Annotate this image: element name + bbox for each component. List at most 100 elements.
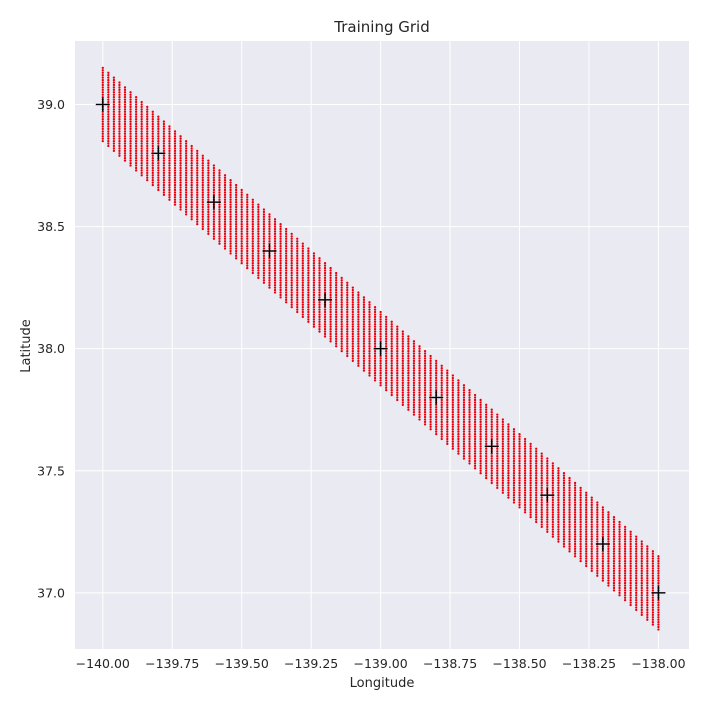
training-point xyxy=(196,205,199,209)
training-point xyxy=(457,420,460,424)
training-point xyxy=(129,115,132,118)
training-point xyxy=(557,484,560,487)
training-point xyxy=(551,479,555,482)
training-point xyxy=(596,533,599,536)
training-point xyxy=(368,362,371,365)
training-point xyxy=(646,572,649,575)
training-point xyxy=(173,130,177,133)
training-point xyxy=(312,313,316,316)
training-point xyxy=(240,247,243,250)
training-point xyxy=(335,327,338,331)
training-point xyxy=(462,413,466,416)
training-point xyxy=(262,247,266,250)
training-point xyxy=(351,313,354,316)
training-point xyxy=(229,225,232,228)
training-point xyxy=(446,371,449,375)
training-point xyxy=(201,210,204,214)
training-point xyxy=(179,183,182,187)
training-point xyxy=(535,479,538,482)
training-point xyxy=(651,623,655,626)
training-point xyxy=(207,176,210,179)
training-point xyxy=(479,403,482,406)
training-point xyxy=(284,276,288,280)
training-point xyxy=(273,271,277,275)
training-point xyxy=(568,479,571,482)
training-point xyxy=(390,340,393,343)
training-point xyxy=(462,423,466,426)
training-point xyxy=(140,161,143,165)
training-point xyxy=(240,201,243,204)
training-point xyxy=(646,552,649,555)
training-point xyxy=(307,318,310,321)
training-point xyxy=(351,301,354,304)
training-point xyxy=(651,574,655,577)
training-point xyxy=(646,586,649,590)
training-point xyxy=(179,147,182,150)
training-point xyxy=(112,122,116,126)
training-point xyxy=(412,374,416,377)
training-point xyxy=(140,132,143,135)
training-point xyxy=(635,547,638,551)
training-point xyxy=(151,137,154,140)
training-point xyxy=(296,264,299,267)
training-point xyxy=(657,620,660,624)
training-point xyxy=(107,137,110,140)
training-point xyxy=(446,413,449,416)
training-point xyxy=(535,491,538,494)
training-point xyxy=(451,425,454,428)
training-point xyxy=(640,584,643,587)
training-point xyxy=(340,281,343,284)
training-point xyxy=(218,227,221,231)
training-point xyxy=(440,391,443,394)
training-point xyxy=(573,486,577,489)
training-point xyxy=(529,481,532,485)
training-point xyxy=(284,291,288,294)
training-point xyxy=(246,205,249,209)
training-point xyxy=(518,503,521,507)
training-point xyxy=(407,357,410,360)
training-point xyxy=(479,430,482,433)
training-point xyxy=(173,193,177,196)
training-point xyxy=(612,586,616,590)
training-point xyxy=(329,330,332,333)
training-point xyxy=(451,403,454,406)
training-point xyxy=(118,139,121,143)
training-point xyxy=(112,125,116,128)
training-point xyxy=(196,208,199,211)
training-point xyxy=(468,420,471,424)
training-point xyxy=(407,354,410,358)
training-point xyxy=(257,259,260,262)
training-point xyxy=(129,164,132,167)
training-point xyxy=(546,528,549,531)
training-point xyxy=(162,147,166,150)
training-point xyxy=(540,525,543,529)
training-point xyxy=(234,237,238,240)
training-point xyxy=(635,535,638,538)
training-point xyxy=(435,381,438,384)
training-point xyxy=(390,393,393,397)
training-point xyxy=(646,613,649,616)
training-point xyxy=(151,135,154,138)
training-point xyxy=(246,220,249,223)
training-point xyxy=(651,567,655,570)
training-point xyxy=(407,408,410,411)
training-point xyxy=(229,191,232,194)
training-point xyxy=(162,193,166,196)
training-point xyxy=(529,457,532,460)
training-point xyxy=(646,594,649,597)
training-point xyxy=(246,252,249,255)
training-point xyxy=(562,513,566,516)
training-point xyxy=(218,210,221,214)
training-point xyxy=(407,345,410,348)
training-point xyxy=(373,364,377,367)
training-point xyxy=(123,139,127,143)
training-point xyxy=(457,440,460,443)
training-point xyxy=(440,406,443,409)
training-point xyxy=(157,125,160,128)
training-point xyxy=(312,291,316,294)
training-point xyxy=(507,452,510,455)
training-point xyxy=(585,508,588,511)
training-point xyxy=(229,244,232,248)
training-point xyxy=(607,547,610,551)
training-point xyxy=(251,227,254,231)
